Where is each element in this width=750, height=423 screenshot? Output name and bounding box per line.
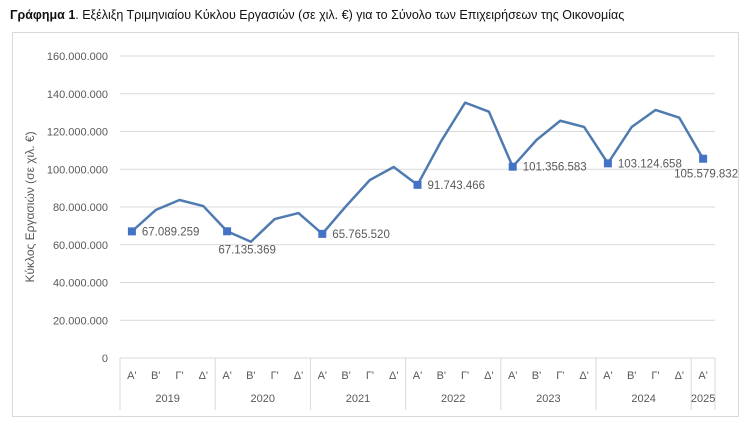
x-tick-label: Α' — [413, 370, 422, 382]
data-marker — [603, 159, 612, 168]
year-label: 2022 — [441, 393, 465, 405]
x-tick-label: Β' — [246, 370, 255, 382]
year-label: 2025 — [691, 393, 715, 405]
title-bold: Γράφημα 1 — [10, 8, 76, 22]
y-tick-label: 60.000.000 — [53, 240, 108, 252]
x-tick-label: Β' — [151, 370, 160, 382]
x-tick-label: Β' — [532, 370, 541, 382]
x-tick-label: Α' — [603, 370, 612, 382]
year-label: 2019 — [155, 393, 179, 405]
chart-frame — [12, 32, 739, 417]
y-tick-label: 120.000.000 — [47, 127, 108, 139]
data-label: 103.124.658 — [618, 158, 682, 170]
y-tick-label: 100.000.000 — [47, 164, 108, 176]
data-label: 91.743.466 — [428, 180, 486, 192]
chart-title: Γράφημα 1. Εξέλιξη Τριμηνιαίου Κύκλου Ερ… — [10, 8, 624, 22]
data-label: 67.135.369 — [218, 244, 276, 256]
data-marker — [699, 154, 708, 163]
data-marker — [223, 227, 232, 236]
x-tick-label: Α' — [318, 370, 327, 382]
x-tick-label: Δ' — [675, 370, 684, 382]
x-tick-label: Α' — [698, 370, 707, 382]
data-label: 105.579.832 — [674, 169, 738, 181]
year-label: 2023 — [536, 393, 560, 405]
y-axis-label: Κύκλος Εργασιών (σε χιλ. €) — [23, 131, 37, 282]
y-tick-label: 160.000.000 — [47, 51, 108, 63]
x-tick-label: Α' — [127, 370, 136, 382]
x-tick-label: Γ' — [461, 370, 469, 382]
x-tick-label: Β' — [437, 370, 446, 382]
x-tick-label: Β' — [627, 370, 636, 382]
data-line — [131, 101, 705, 243]
y-tick-label: 0 — [102, 353, 108, 365]
data-label: 67.089.259 — [142, 226, 200, 238]
year-label: 2024 — [631, 393, 655, 405]
y-tick-label: 20.000.000 — [53, 315, 108, 327]
x-tick-label: Δ' — [579, 370, 588, 382]
data-marker — [318, 229, 327, 238]
x-tick-label: Α' — [508, 370, 517, 382]
data-marker — [508, 162, 517, 171]
x-tick-label: Δ' — [484, 370, 493, 382]
x-tick-label: Β' — [341, 370, 350, 382]
x-tick-label: Δ' — [199, 370, 208, 382]
x-tick-label: Γ' — [366, 370, 374, 382]
x-tick-label: Δ' — [294, 370, 303, 382]
data-marker — [413, 180, 422, 189]
data-label: 65.765.520 — [332, 229, 390, 241]
data-label: 101.356.583 — [523, 162, 587, 174]
y-tick-label: 80.000.000 — [53, 202, 108, 214]
title-rest: . Εξέλιξη Τριμηνιαίου Κύκλου Εργασιών (σ… — [75, 8, 625, 22]
data-marker — [127, 227, 136, 236]
x-tick-label: Γ' — [271, 370, 279, 382]
x-tick-label: Γ' — [175, 370, 183, 382]
x-tick-label: Α' — [222, 370, 231, 382]
x-tick-label: Δ' — [389, 370, 398, 382]
x-tick-label: Γ' — [556, 370, 564, 382]
y-tick-label: 140.000.000 — [47, 89, 108, 101]
x-tick-label: Γ' — [651, 370, 659, 382]
year-label: 2020 — [251, 393, 275, 405]
y-tick-label: 40.000.000 — [53, 278, 108, 290]
year-label: 2021 — [346, 393, 370, 405]
